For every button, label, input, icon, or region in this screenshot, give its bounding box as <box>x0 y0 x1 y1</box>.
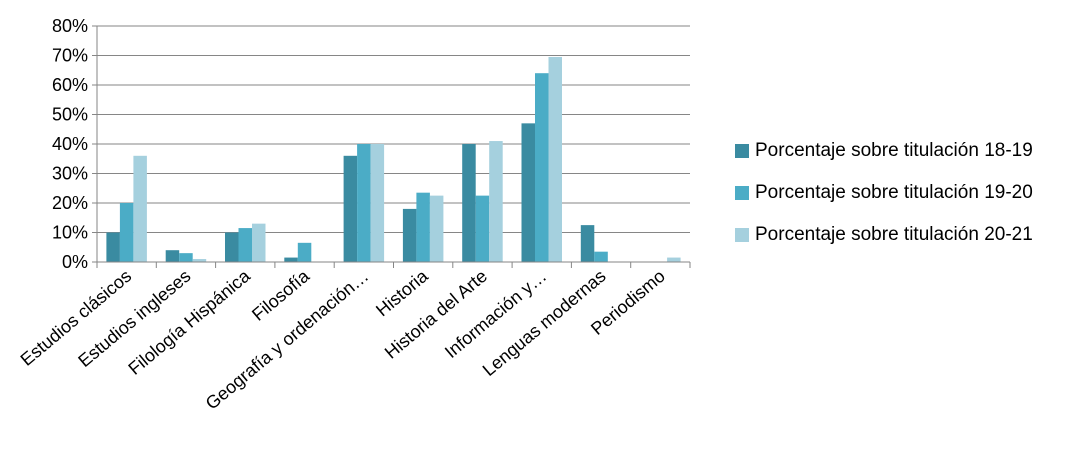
bar <box>343 155 358 262</box>
legend-swatch <box>735 186 749 200</box>
legend-label: Porcentaje sobre titulación 18-19 <box>755 140 1033 161</box>
bar <box>133 155 147 262</box>
x-category-label: Historia del Arte <box>381 266 491 363</box>
bar <box>535 73 549 262</box>
bar <box>284 257 298 262</box>
bar <box>370 144 385 262</box>
bar <box>357 144 371 262</box>
legend-item: Porcentaje sobre titulación 19-20 <box>735 180 1085 206</box>
y-tick-label: 50% <box>52 105 88 125</box>
legend-item: Porcentaje sobre titulación 20-21 <box>735 222 1085 248</box>
y-tick-label: 40% <box>52 134 88 154</box>
bar <box>667 257 681 262</box>
bar <box>416 192 430 262</box>
bar <box>179 253 193 262</box>
legend-swatch <box>735 228 749 242</box>
y-tick-label: 0% <box>62 252 88 272</box>
bar <box>521 123 535 262</box>
y-tick-label: 20% <box>52 193 88 213</box>
y-tick-label: 60% <box>52 75 88 95</box>
y-tick-label: 80% <box>52 16 88 36</box>
bar <box>165 250 180 262</box>
legend-swatch <box>735 144 749 158</box>
bar <box>119 203 134 262</box>
legend-label: Porcentaje sobre titulación 20-21 <box>755 224 1033 245</box>
legend-item: Porcentaje sobre titulación 18-19 <box>735 138 1085 164</box>
y-tick-label: 30% <box>52 164 88 184</box>
bar <box>238 228 252 262</box>
bar <box>297 242 312 262</box>
y-tick-label: 10% <box>52 223 88 243</box>
bar <box>225 232 239 262</box>
bar <box>594 251 608 262</box>
bar <box>252 223 266 262</box>
bar <box>402 208 417 262</box>
bar <box>192 259 207 262</box>
bar <box>106 232 120 262</box>
x-category-label: Información y… <box>441 266 550 362</box>
y-tick-label: 70% <box>52 46 88 66</box>
bar <box>462 144 476 262</box>
bar <box>429 195 444 262</box>
bar <box>548 56 562 262</box>
legend: Porcentaje sobre titulación 18-19 Porcent… <box>735 138 1085 264</box>
bar <box>489 141 503 262</box>
bar <box>580 225 595 262</box>
bar <box>475 195 490 262</box>
legend-label: Porcentaje sobre titulación 19-20 <box>755 182 1033 203</box>
